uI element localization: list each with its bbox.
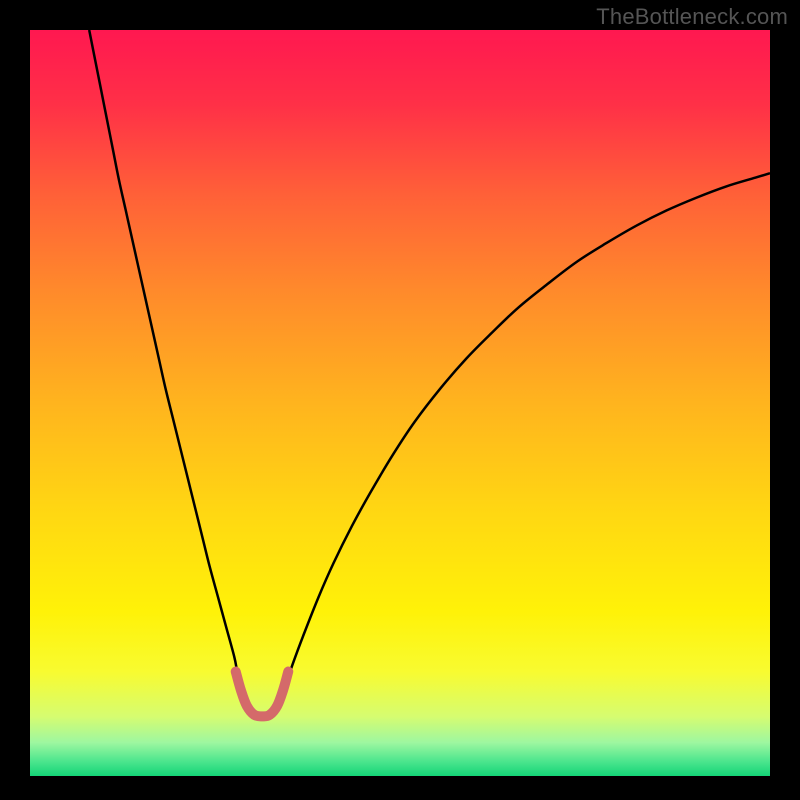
chart-frame bbox=[0, 0, 800, 800]
watermark-text: TheBottleneck.com bbox=[596, 4, 788, 30]
chart-curves bbox=[30, 30, 770, 776]
series-left-curve bbox=[89, 30, 241, 686]
series-right-curve bbox=[285, 173, 770, 686]
series-valley-mark bbox=[236, 672, 289, 717]
chart-plot-area bbox=[30, 30, 770, 776]
